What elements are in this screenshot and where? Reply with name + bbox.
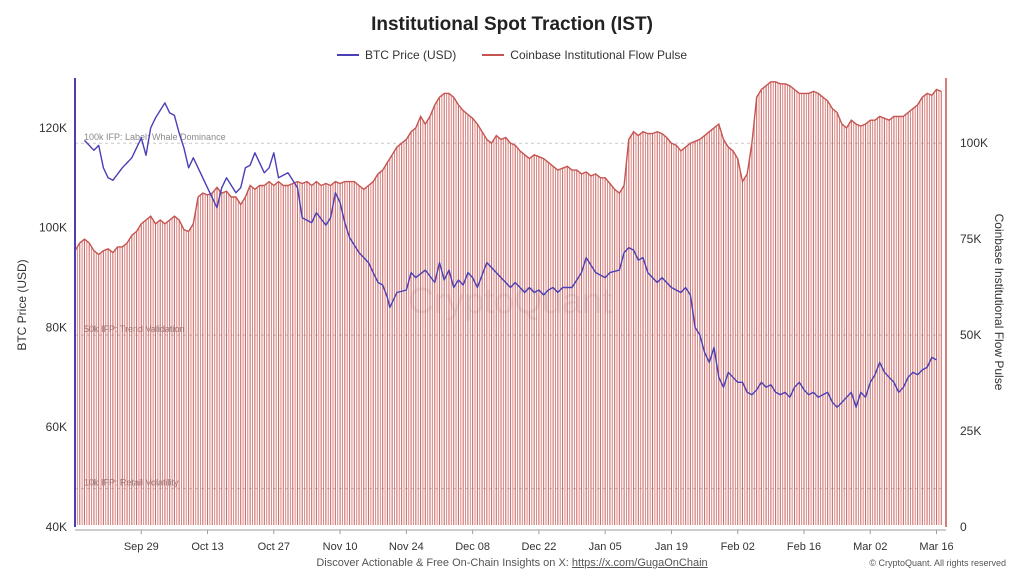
x-tick-label: Nov 24 — [389, 541, 424, 553]
y-right-axis-title: Coinbase Institutional Flow Pulse — [992, 214, 1006, 391]
y-left-tick-label: 120K — [39, 121, 67, 135]
reference-line-label: 100k IFP: Label: Whale Dominance — [84, 132, 226, 142]
y-left-tick-label: 40K — [46, 520, 67, 534]
y-left-axis-title: BTC Price (USD) — [15, 259, 29, 350]
x-tick-label: Oct 13 — [191, 541, 223, 553]
x-tick-label: Feb 02 — [721, 541, 755, 553]
chart-title: Institutional Spot Traction (IST) — [371, 14, 653, 35]
copyright-text: © CryptoQuant. All rights reserved — [869, 558, 1006, 568]
footer-note: Discover Actionable & Free On-Chain Insi… — [0, 557, 1024, 569]
x-tick-label: Feb 16 — [787, 541, 821, 553]
y-right-tick-label: 50K — [960, 328, 981, 342]
btc-price-line — [83, 102, 937, 408]
x-tick-label: Mar 02 — [853, 541, 887, 553]
y-right-tick-label: 25K — [960, 424, 981, 438]
y-right-tick-label: 100K — [960, 136, 988, 150]
y-right-tick-label: 0 — [960, 520, 967, 534]
legend-label-btc-price: BTC Price (USD) — [364, 48, 457, 62]
x-tick-label: Nov 10 — [323, 541, 358, 553]
x-tick-label: Dec 22 — [521, 541, 556, 553]
legend-item-flow-pulse[interactable]: Coinbase Institutional Flow Pulse — [482, 48, 687, 62]
flow-pulse-line — [74, 81, 942, 256]
legend-label-flow-pulse: Coinbase Institutional Flow Pulse — [510, 48, 688, 62]
y-left-tick-label: 100K — [39, 221, 67, 235]
legend: BTC Price (USD) Coinbase Institutional F… — [0, 48, 1024, 62]
y-left-tick-label: 80K — [46, 320, 67, 334]
x-tick-label: Jan 19 — [655, 541, 688, 553]
y-right-tick-label: 75K — [960, 232, 981, 246]
footer-text: Discover Actionable & Free On-Chain Insi… — [316, 557, 569, 569]
x-tick-label: Sep 29 — [124, 541, 159, 553]
legend-swatch-flow-pulse — [482, 54, 505, 56]
x-tick-label: Mar 16 — [919, 541, 953, 553]
footer-link[interactable]: https://x.com/GugaOnChain — [571, 557, 708, 569]
y-left-tick-label: 60K — [46, 420, 67, 434]
legend-swatch-btc-price — [336, 54, 359, 56]
legend-item-btc-price[interactable]: BTC Price (USD) — [336, 48, 457, 62]
x-tick-label: Jan 05 — [589, 541, 622, 553]
x-tick-label: Oct 27 — [258, 541, 290, 553]
x-tick-label: Dec 08 — [455, 541, 490, 553]
